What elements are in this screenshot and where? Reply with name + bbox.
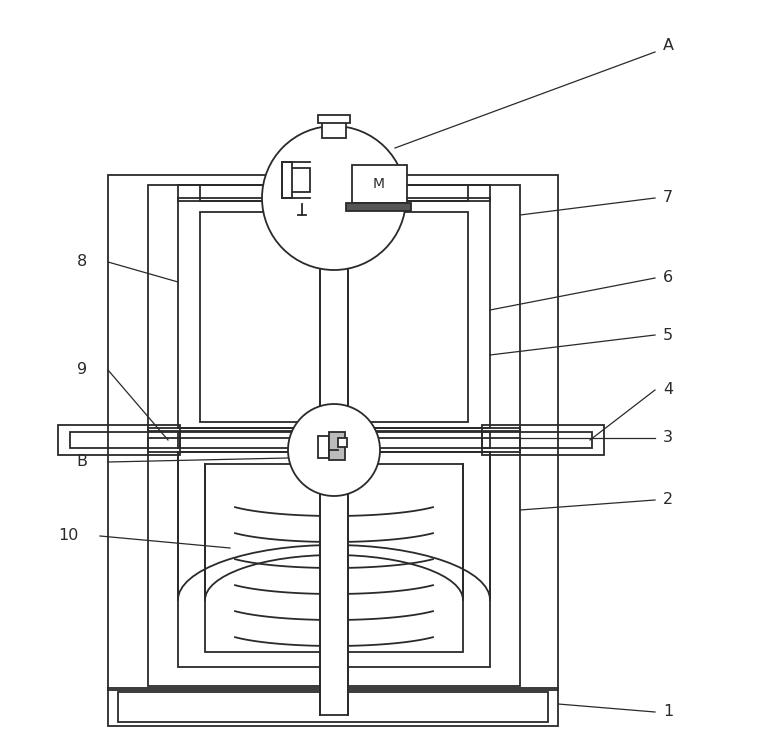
Text: 9: 9 (77, 362, 87, 377)
Bar (178, 185, 490, 201)
Text: 10: 10 (58, 528, 78, 543)
Bar (178, 452, 490, 667)
Bar (58, 425, 180, 455)
Text: 6: 6 (663, 270, 673, 285)
Bar (148, 185, 520, 431)
Circle shape (262, 126, 406, 270)
Bar (178, 198, 490, 428)
Bar (178, 432, 490, 448)
Bar (70, 432, 180, 448)
Text: B: B (77, 454, 88, 470)
Bar (322, 120, 346, 138)
Text: M: M (373, 177, 385, 191)
Text: 5: 5 (663, 328, 673, 342)
Text: 3: 3 (663, 431, 673, 445)
Text: 7: 7 (663, 190, 673, 205)
Bar (290, 168, 310, 192)
Bar (148, 428, 520, 452)
Bar (338, 438, 347, 447)
Bar (329, 432, 345, 460)
Bar (352, 165, 407, 203)
Bar (318, 115, 350, 123)
Text: 2: 2 (663, 493, 673, 508)
Circle shape (288, 404, 380, 496)
Bar (148, 438, 520, 686)
Bar (320, 135, 348, 715)
Text: 8: 8 (77, 254, 87, 270)
Bar (108, 688, 558, 726)
Bar (282, 162, 292, 198)
Bar (346, 203, 411, 211)
Text: A: A (662, 38, 673, 53)
Text: 4: 4 (663, 382, 673, 397)
Bar (482, 425, 604, 455)
Text: 1: 1 (663, 705, 673, 720)
Bar (482, 432, 592, 448)
Bar (118, 692, 548, 722)
Bar (200, 212, 468, 422)
Bar (205, 464, 463, 652)
Bar (108, 175, 558, 690)
Bar (318, 436, 329, 458)
Bar (200, 185, 468, 201)
